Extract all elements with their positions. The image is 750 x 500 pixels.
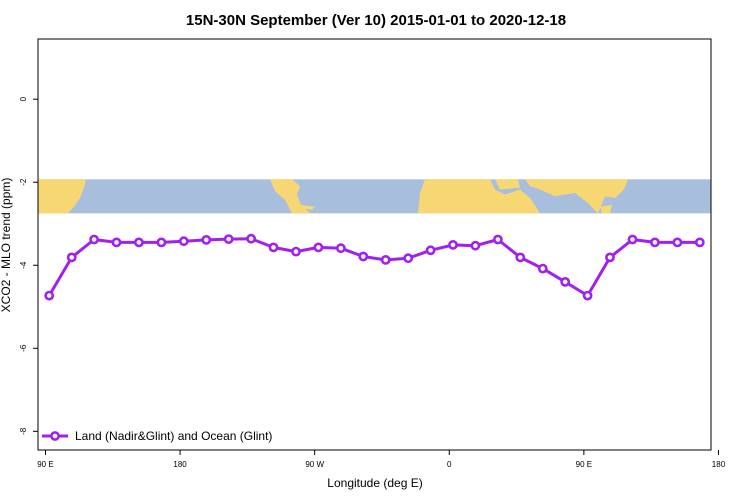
land-mass-1 — [40, 199, 52, 214]
x-axis: 90 E 180 90 W 0 90 E 180 — [37, 450, 726, 469]
data-point — [605, 252, 615, 263]
chart-title: 15N-30N September (Ver 10) 2015-01-01 to… — [186, 12, 566, 29]
data-point — [156, 237, 167, 248]
data-point — [650, 237, 660, 248]
data-point — [492, 234, 503, 245]
data-point — [537, 263, 548, 274]
data-point — [425, 245, 436, 256]
land-mass-5 — [495, 179, 520, 190]
land-mass-4 — [418, 179, 540, 214]
x-tick-label: 90 E — [37, 460, 53, 469]
data-point — [291, 246, 301, 257]
data-point — [470, 240, 481, 251]
data-point — [313, 242, 324, 253]
legend-entry-label: Land (Nadir&Glint) and Ocean (Glint) — [75, 429, 272, 443]
data-point — [44, 290, 55, 301]
data-point — [694, 237, 705, 248]
legend-marker-swatch — [50, 431, 60, 441]
y-tick-label: -2 — [19, 178, 28, 186]
plot-frame — [37, 38, 712, 451]
data-point — [403, 253, 414, 264]
data-point — [515, 252, 526, 263]
land-mass-6 — [525, 179, 628, 214]
x-tick-label: 180 — [173, 460, 187, 469]
y-tick-label: 0 — [19, 96, 28, 101]
x-tick-label: 0 — [447, 460, 452, 469]
data-point — [133, 237, 144, 248]
data-point — [201, 234, 212, 245]
data-point — [380, 254, 391, 265]
y-axis-label: XCO2 - MLO trend (ppm) — [0, 178, 13, 313]
data-point — [560, 276, 571, 287]
land-mass-3 — [300, 204, 315, 210]
legend: Land (Nadir&Glint) and Ocean (Glint) — [42, 429, 272, 443]
data-point — [627, 234, 638, 245]
series-line — [47, 237, 700, 298]
y-tick-label: -6 — [19, 344, 28, 352]
data-point — [268, 242, 279, 253]
x-axis-label: Longitude (deg E) — [327, 476, 422, 490]
data-point — [358, 251, 369, 262]
x-tick-label: 180 — [712, 460, 726, 469]
world-map-strip — [38, 179, 711, 214]
x-tick-label: 90 E — [576, 460, 592, 469]
x-tick-label: 90 W — [305, 460, 324, 469]
data-point — [89, 234, 99, 245]
data-point — [672, 237, 683, 248]
data-point — [582, 290, 593, 301]
y-tick-label: -4 — [19, 261, 28, 269]
land-mass-7 — [600, 204, 612, 214]
data-point — [448, 239, 458, 250]
land-mass-2 — [270, 179, 310, 214]
data-point — [335, 243, 346, 254]
data-point — [66, 252, 77, 263]
data-point — [223, 234, 234, 244]
series-layer — [44, 233, 705, 301]
data-point — [111, 237, 122, 248]
data-point — [178, 236, 189, 247]
y-tick-label: -8 — [19, 427, 28, 435]
y-axis: 0 -2 -4 -6 -8 — [19, 96, 38, 435]
data-point — [246, 233, 256, 244]
